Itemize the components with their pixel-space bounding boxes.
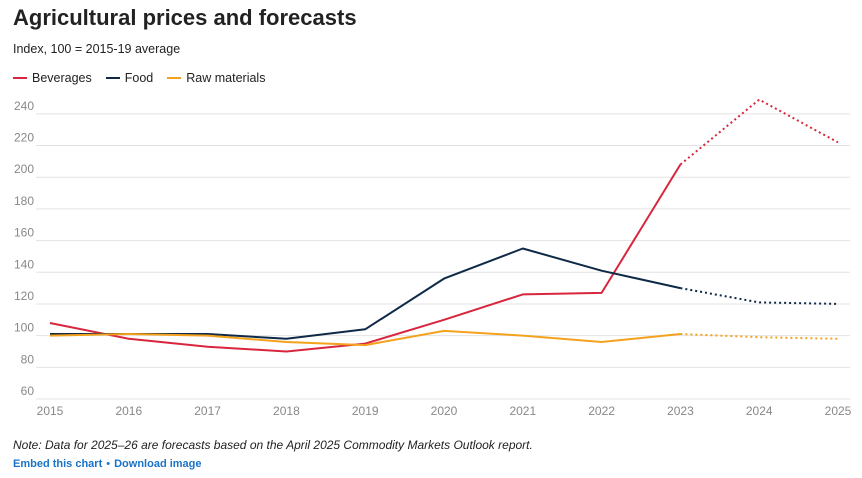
x-tick-label: 2024 (746, 404, 773, 418)
x-tick-label: 2023 (667, 404, 694, 418)
y-tick-label: 140 (14, 257, 34, 271)
legend-label: Raw materials (186, 71, 266, 85)
x-tick-label: 2017 (194, 404, 221, 418)
y-tick-label: 180 (14, 194, 34, 208)
y-tick-label: 80 (21, 352, 35, 366)
series-line-beverages (49, 163, 682, 353)
x-tick-label: 2018 (273, 404, 300, 418)
legend-swatch (105, 77, 120, 79)
legend-swatch (167, 77, 182, 79)
series-lines (49, 98, 839, 353)
chart-legend: Beverages Food Raw materials (13, 71, 279, 85)
y-tick-label: 160 (14, 226, 34, 240)
y-tick-label: 60 (21, 384, 35, 398)
legend-label: Food (124, 71, 154, 85)
series-line-raw-materials (49, 329, 681, 347)
x-tick-label: 2021 (509, 404, 536, 418)
y-tick-label: 100 (14, 321, 34, 335)
legend-item-food: Food (105, 71, 154, 85)
x-tick-label: 2019 (352, 404, 379, 418)
chart-title: Agricultural prices and forecasts (13, 5, 357, 30)
legend-label: Beverages (32, 71, 92, 85)
y-tick-label: 240 (14, 99, 34, 113)
chart-links: Embed this chart • Download image (13, 458, 202, 470)
chart-note: Note: Data for 2025–26 are forecasts bas… (13, 438, 533, 452)
y-axis-ticks: 60 80 100 120 140 160 180 200 220 240 (14, 99, 34, 398)
x-tick-label: 2022 (588, 404, 615, 418)
link-separator: • (106, 458, 111, 470)
x-axis-ticks: 2015 2016 2017 2018 2019 2020 2021 2022 2023 2024… (37, 404, 852, 418)
forecast-line-raw-materials (680, 333, 839, 340)
forecast-line-beverages (679, 98, 839, 166)
x-tick-label: 2020 (431, 404, 458, 418)
legend-item-beverages: Beverages (13, 71, 92, 85)
x-tick-label: 2015 (37, 404, 64, 418)
x-tick-label: 2016 (115, 404, 142, 418)
forecast-line-food (680, 287, 839, 305)
y-tick-label: 200 (14, 162, 34, 176)
chart-subtitle: Index, 100 = 2015-19 average (13, 42, 181, 56)
gridlines (36, 113, 850, 400)
y-tick-label: 220 (14, 131, 34, 145)
download-image-link[interactable]: Download image (114, 458, 202, 470)
y-tick-label: 120 (14, 289, 34, 303)
legend-item-raw-materials: Raw materials (167, 71, 265, 85)
legend-swatch (13, 77, 27, 79)
x-tick-label: 2025 (825, 404, 852, 418)
embed-chart-link[interactable]: Embed this chart (13, 458, 103, 470)
